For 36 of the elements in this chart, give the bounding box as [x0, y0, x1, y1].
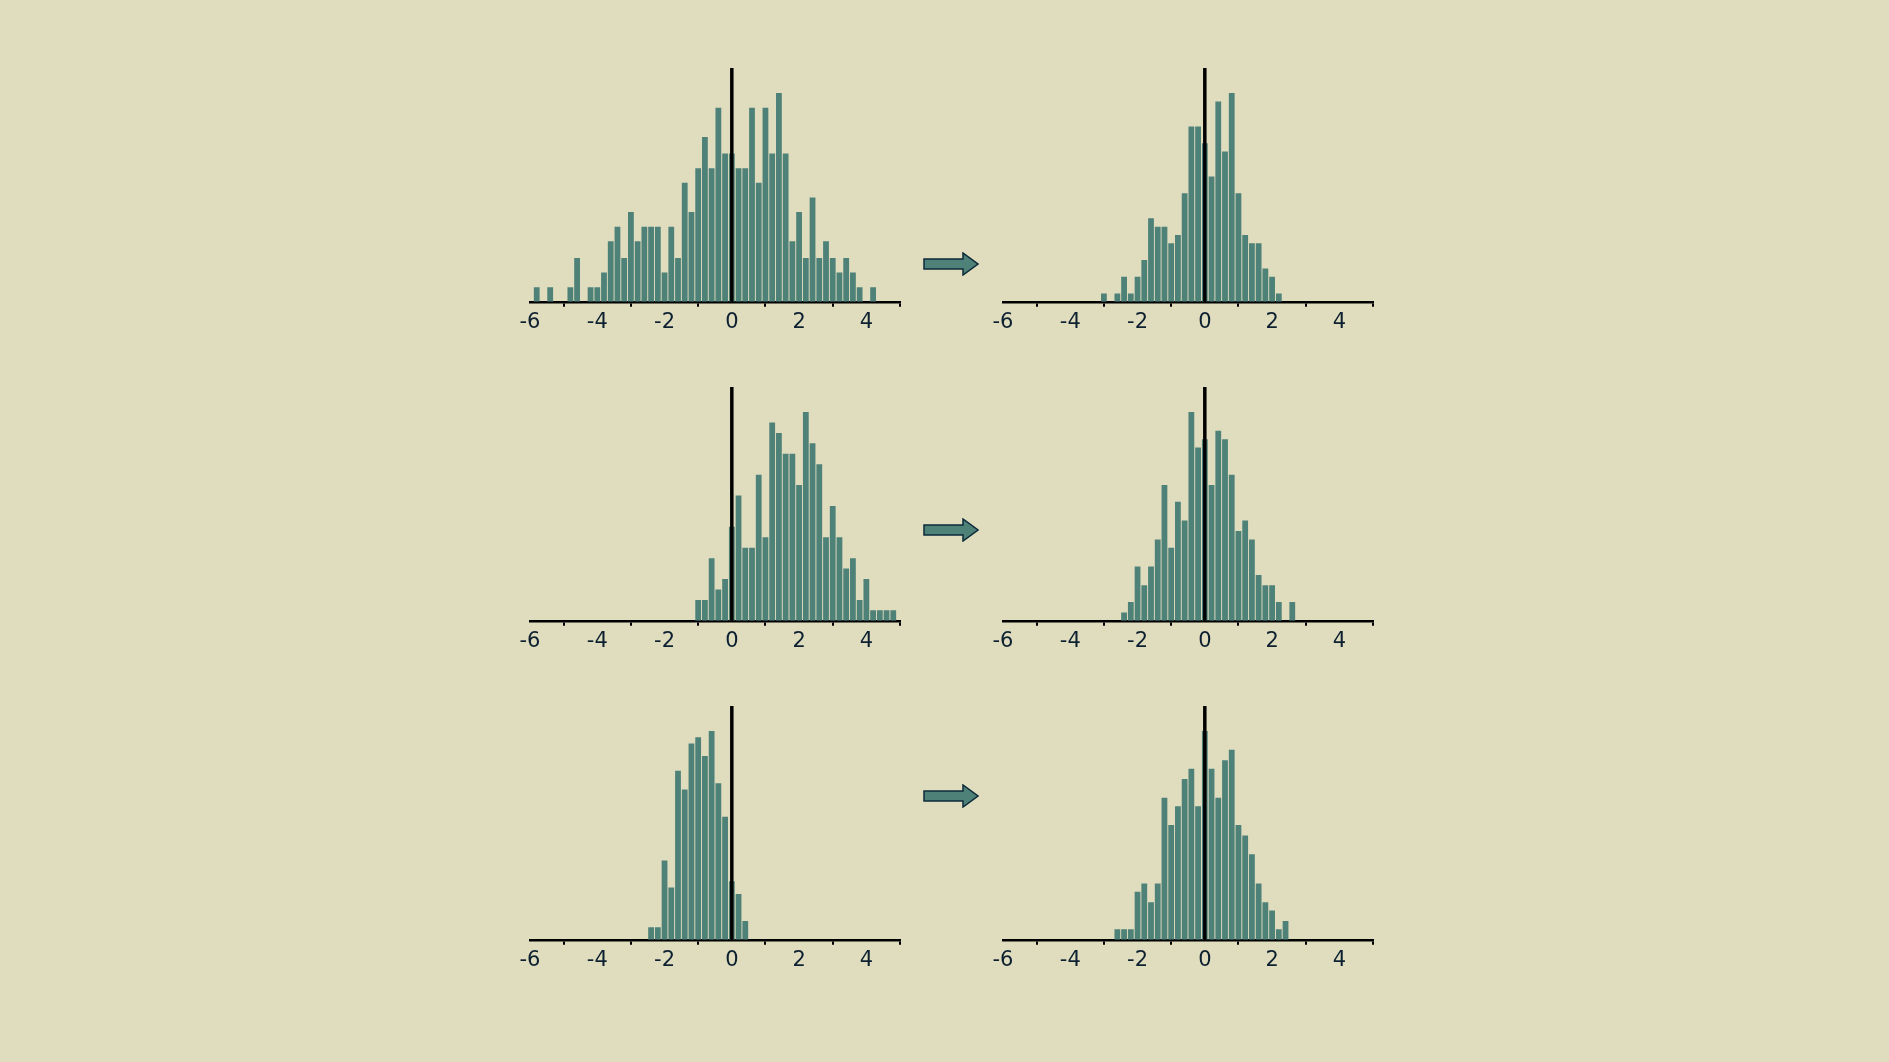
x-tick-label: 0: [725, 627, 739, 652]
x-tick-label: 4: [1332, 627, 1347, 652]
x-tick-label: -4: [586, 308, 608, 333]
x-tick-label: -2: [1127, 627, 1149, 652]
x-tick-label: -6: [992, 946, 1014, 971]
x-tick-label: 0: [1198, 627, 1212, 652]
x-tick-label: -2: [654, 308, 676, 333]
x-tick-label: -4: [1059, 627, 1081, 652]
x-tick-label: -2: [1127, 946, 1149, 971]
x-tick-label: 0: [1198, 946, 1212, 971]
x-tick-label: 2: [792, 946, 806, 971]
x-tick-label: 4: [1332, 308, 1347, 333]
x-tick-label: 2: [792, 308, 806, 333]
x-tick-label: -6: [519, 627, 541, 652]
x-tick-label: -6: [992, 308, 1014, 333]
x-tick-label: -2: [654, 627, 676, 652]
x-tick-label: 0: [725, 946, 739, 971]
x-tick-label: -2: [1127, 308, 1149, 333]
x-tick-label: -6: [519, 946, 541, 971]
x-tick-label: -4: [1059, 946, 1081, 971]
x-tick-label: 0: [1198, 308, 1212, 333]
x-tick-label: -6: [519, 308, 541, 333]
x-tick-label: -4: [1059, 308, 1081, 333]
x-tick-label: 4: [859, 946, 874, 971]
x-tick-label: 4: [1332, 946, 1347, 971]
x-tick-label: -4: [586, 946, 608, 971]
x-tick-label: 2: [1265, 946, 1279, 971]
x-tick-label: 4: [859, 627, 874, 652]
x-tick-label: -4: [586, 627, 608, 652]
x-tick-label: 2: [1265, 308, 1279, 333]
x-tick-label: 2: [1265, 627, 1279, 652]
x-tick-label: -2: [654, 946, 676, 971]
x-tick-label: -6: [992, 627, 1014, 652]
x-tick-label: 0: [725, 308, 739, 333]
x-tick-label: 4: [859, 308, 874, 333]
x-tick-label: 2: [792, 627, 806, 652]
